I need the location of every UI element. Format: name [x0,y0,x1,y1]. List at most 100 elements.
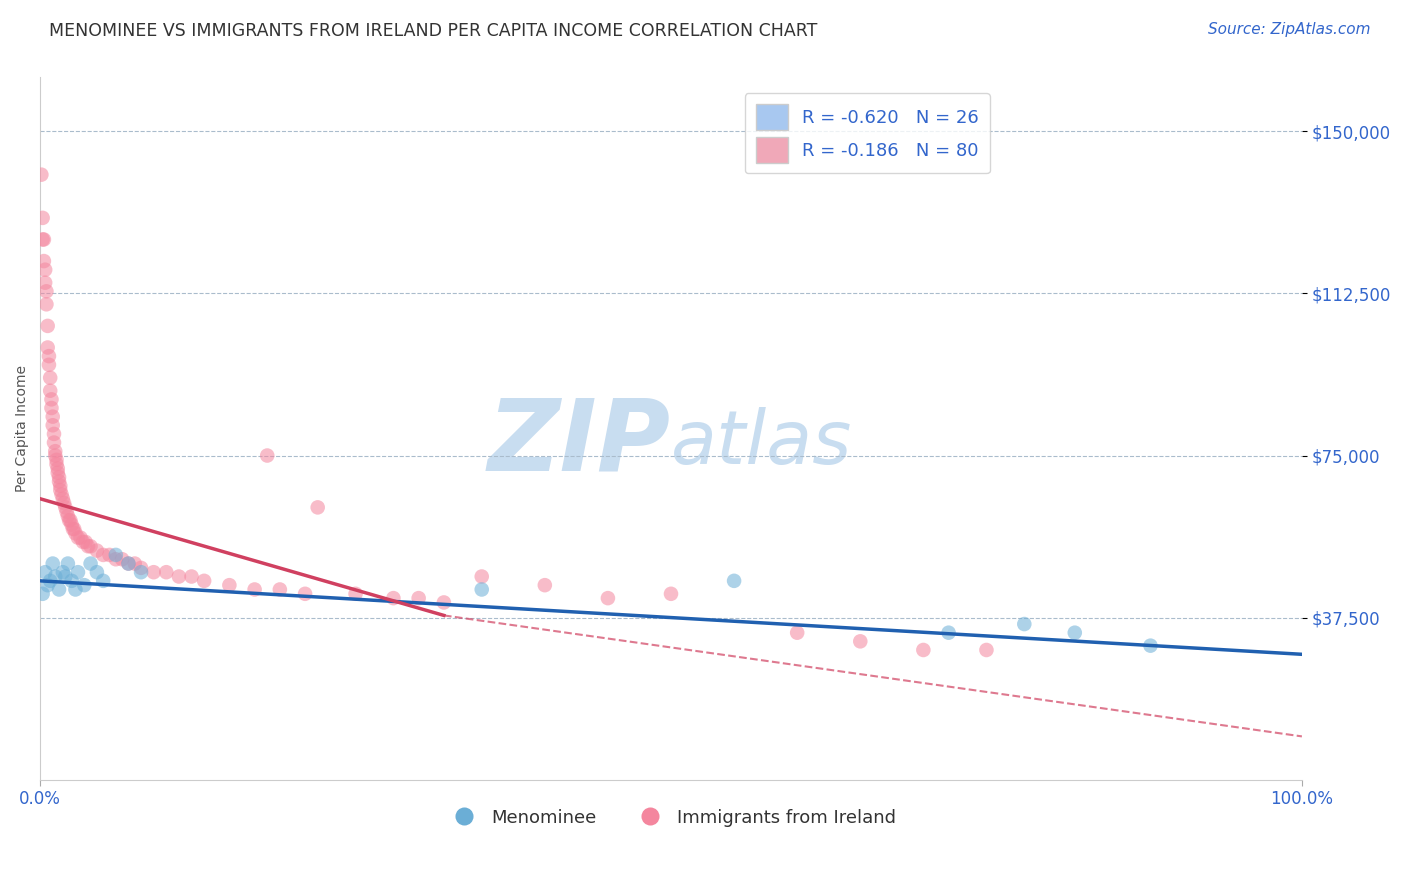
Point [269,582,291,597]
Point [104,552,127,566]
Point [35,285,58,299]
Point [37,341,59,355]
Point [294,587,316,601]
Point [976,643,998,657]
Point [44,444,66,458]
Point [382,591,405,606]
Point [1014,617,1036,632]
Point [180,569,202,583]
Point [124,557,146,571]
Point [42,435,65,450]
Point [86,543,108,558]
Point [62,522,84,536]
Point [63,522,86,536]
Point [66,565,89,579]
Point [66,531,89,545]
Point [41,392,63,407]
Point [433,595,456,609]
Point [30,168,52,182]
Point [52,565,75,579]
Point [786,625,808,640]
Point [34,276,56,290]
Point [344,587,367,601]
Point [49,483,72,497]
Point [91,548,114,562]
Point [51,487,73,501]
Y-axis label: Per Capita Income: Per Capita Income [15,365,30,492]
Point [307,500,329,515]
Point [75,535,97,549]
Point [60,517,83,532]
Point [39,574,62,588]
Point [218,578,240,592]
Point [155,565,177,579]
Point [129,565,152,579]
Point [471,569,494,583]
Point [912,643,935,657]
Point [53,500,76,515]
Point [104,548,127,562]
Point [42,426,65,441]
Point [117,557,139,571]
Point [41,401,63,415]
Point [35,297,58,311]
Point [38,349,60,363]
Point [471,582,494,597]
Point [48,582,70,597]
Point [256,449,278,463]
Point [193,574,215,588]
Point [659,587,682,601]
Point [46,466,69,480]
Point [53,496,76,510]
Point [142,565,165,579]
Point [59,513,82,527]
Point [49,479,72,493]
Point [44,569,66,583]
Point [55,505,77,519]
Point [1139,639,1161,653]
Point [37,578,59,592]
Point [111,552,134,566]
Text: ZIP: ZIP [488,394,671,491]
Point [79,539,101,553]
Point [45,457,67,471]
Point [60,574,83,588]
Point [58,513,80,527]
Point [53,569,76,583]
Point [44,449,66,463]
Point [723,574,745,588]
Point [938,625,960,640]
Point [42,557,65,571]
Point [46,461,69,475]
Point [1063,625,1085,640]
Point [849,634,872,648]
Point [65,526,87,541]
Point [39,384,62,398]
Point [86,565,108,579]
Point [34,262,56,277]
Point [117,557,139,571]
Point [56,557,79,571]
Point [34,565,56,579]
Point [32,254,55,268]
Point [45,453,67,467]
Point [32,232,55,246]
Point [31,587,53,601]
Text: MENOMINEE VS IMMIGRANTS FROM IRELAND PER CAPITA INCOME CORRELATION CHART: MENOMINEE VS IMMIGRANTS FROM IRELAND PER… [49,22,817,40]
Point [42,418,65,433]
Point [48,470,70,484]
Point [73,578,96,592]
Point [65,582,87,597]
Legend: Menominee, Immigrants from Ireland: Menominee, Immigrants from Ireland [439,801,904,834]
Point [91,574,114,588]
Text: atlas: atlas [671,407,852,479]
Point [56,509,79,524]
Point [596,591,619,606]
Point [534,578,557,592]
Point [72,535,94,549]
Point [98,548,121,562]
Point [79,557,101,571]
Point [52,491,75,506]
Point [408,591,430,606]
Point [243,582,266,597]
